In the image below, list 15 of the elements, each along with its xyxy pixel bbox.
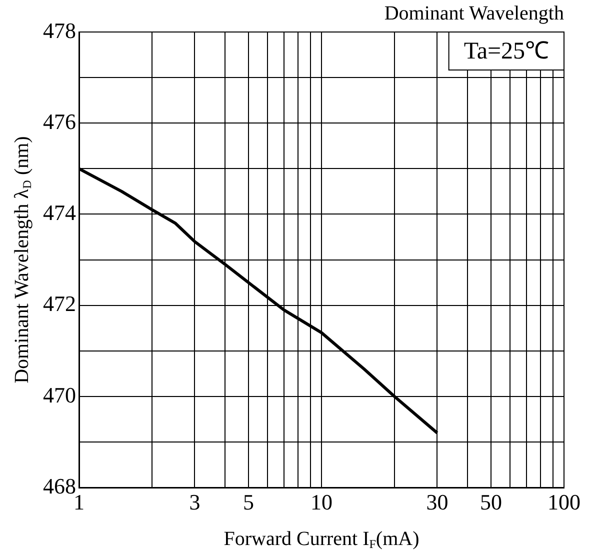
y-tick-label: 478 [43, 18, 76, 43]
x-tick-label: 5 [243, 490, 254, 515]
x-tick-label: 3 [189, 490, 200, 515]
x-tick-label: 10 [310, 490, 332, 515]
y-tick-label: 468 [43, 473, 76, 498]
y-tick-label: 470 [43, 382, 76, 408]
y-tick-label: 472 [43, 291, 76, 316]
x-tick-label: 50 [480, 490, 502, 515]
y-axis-title: Dominant Wavelength λD (nm) [11, 136, 34, 384]
annotation: Ta=25℃ [464, 38, 549, 64]
y-tick-label: 476 [43, 108, 76, 134]
x-tick-label: 30 [426, 490, 448, 515]
y-tick-label: 474 [43, 200, 76, 226]
x-tick-label: 100 [548, 490, 580, 515]
chart-title: Dominant Wavelength [384, 2, 564, 24]
